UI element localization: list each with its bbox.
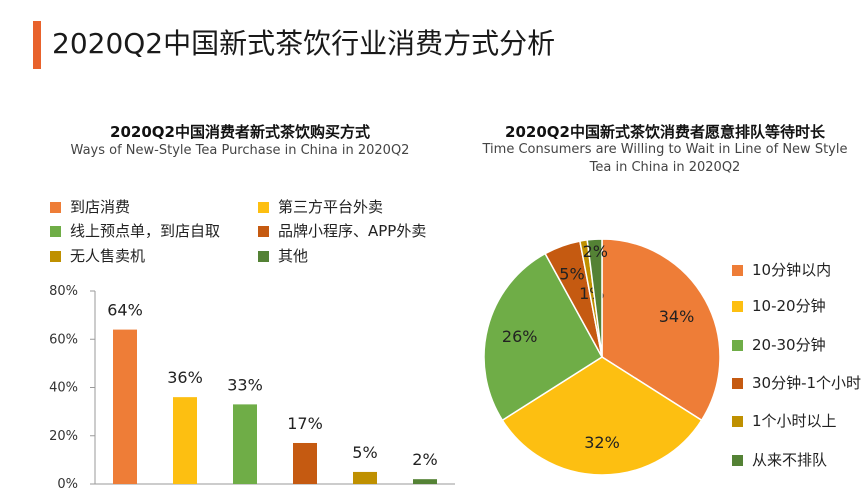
pie-legend-item: 1个小时以上 (732, 411, 837, 431)
bar-chart-subtitle: Ways of New-Style Tea Purchase in China … (70, 143, 410, 158)
bar (413, 479, 437, 484)
pie-legend-label: 10分钟以内 (752, 261, 832, 279)
bar-value-label: 36% (167, 368, 203, 387)
pie-slice (501, 356, 703, 476)
pie-value-label: 5% (559, 265, 584, 284)
pie-legend-label: 30分钟-1个小时 (752, 374, 862, 392)
pie-legend-item: 20-30分钟 (732, 335, 826, 355)
pie-value-label: 34% (659, 307, 695, 326)
pie-value-label: 32% (584, 433, 620, 452)
bar-legend-label: 线上预点单，到店自取 (70, 222, 221, 240)
bar-legend-item: 线上预点单，到店自取 (50, 221, 220, 241)
pie-legend-swatch (732, 300, 743, 312)
bar-value-label: 2% (412, 450, 437, 469)
pie-legend-label: 10-20分钟 (752, 297, 826, 315)
pie-slice (483, 252, 603, 422)
bar (233, 404, 257, 484)
bar-legend-swatch (50, 250, 61, 262)
y-tick-label: 60% (49, 332, 78, 347)
bar-legend-label: 无人售卖机 (70, 247, 146, 265)
y-tick-label: 80% (49, 284, 78, 299)
bar-legend-item: 到店消费 (50, 197, 130, 217)
pie-legend-swatch (732, 415, 743, 427)
bar-legend-label: 第三方平台外卖 (278, 198, 384, 216)
pie-legend-item: 10-20分钟 (732, 296, 826, 316)
bar-value-label: 33% (227, 375, 263, 394)
pie-legend-item: 30分钟-1个小时 (732, 373, 861, 393)
pie-chart: 34%32%26%5%1%2% (483, 238, 721, 476)
bar-legend-swatch (258, 225, 269, 237)
pie-value-label: 2% (583, 242, 608, 261)
bar (173, 397, 197, 484)
bar (353, 471, 377, 484)
y-tick-label: 40% (49, 381, 78, 396)
pie-legend-swatch (732, 264, 743, 276)
bar-legend-item: 第三方平台外卖 (258, 197, 383, 217)
pie-legend-label: 从来不排队 (752, 451, 828, 469)
bar-chart: 0% 20% 40% 60% 80% 64% 36% 33% 17% 5% 2% (49, 284, 455, 492)
bar-legend-item: 其他 (258, 246, 308, 266)
bar (293, 442, 317, 484)
bar-legend-item: 无人售卖机 (50, 246, 145, 266)
bar-legend-item: 品牌小程序、APP外卖 (258, 221, 426, 241)
bar-legend-swatch (258, 250, 269, 262)
bar (113, 329, 137, 484)
pie-legend-item: 从来不排队 (732, 450, 827, 470)
pie-legend-label: 20-30分钟 (752, 336, 826, 354)
bar-legend-swatch (50, 225, 61, 237)
bar-legend-swatch (258, 201, 269, 213)
pie-slice (586, 238, 603, 358)
bar-legend-label: 其他 (278, 247, 309, 265)
pie-legend-item: 10分钟以内 (732, 260, 831, 280)
y-tick-label: 0% (57, 477, 78, 492)
pie-legend-swatch (732, 454, 743, 466)
bar-legend-swatch (50, 201, 61, 213)
pie-chart-subtitle: Time Consumers are Willing to Wait in Li… (482, 142, 848, 175)
bar-value-label: 5% (352, 443, 377, 462)
pie-legend-swatch (732, 339, 743, 351)
bar-legend-label: 到店消费 (70, 198, 131, 216)
bar-legend-label: 品牌小程序、APP外卖 (278, 222, 427, 240)
bar-value-label: 64% (107, 301, 143, 320)
pie-legend-label: 1个小时以上 (752, 412, 837, 430)
y-tick-label: 20% (49, 429, 78, 444)
page-title: 2020Q2中国新式茶饮行业消费方式分析 (52, 27, 556, 60)
title-accent-bar (33, 21, 41, 69)
pie-legend-swatch (732, 377, 743, 389)
bar-chart-title: 2020Q2中国消费者新式茶饮购买方式 (110, 123, 370, 141)
pie-chart-title: 2020Q2中国新式茶饮消费者愿意排队等待时长 (505, 123, 825, 141)
bar-value-label: 17% (287, 414, 323, 433)
pie-value-label: 26% (502, 327, 538, 346)
